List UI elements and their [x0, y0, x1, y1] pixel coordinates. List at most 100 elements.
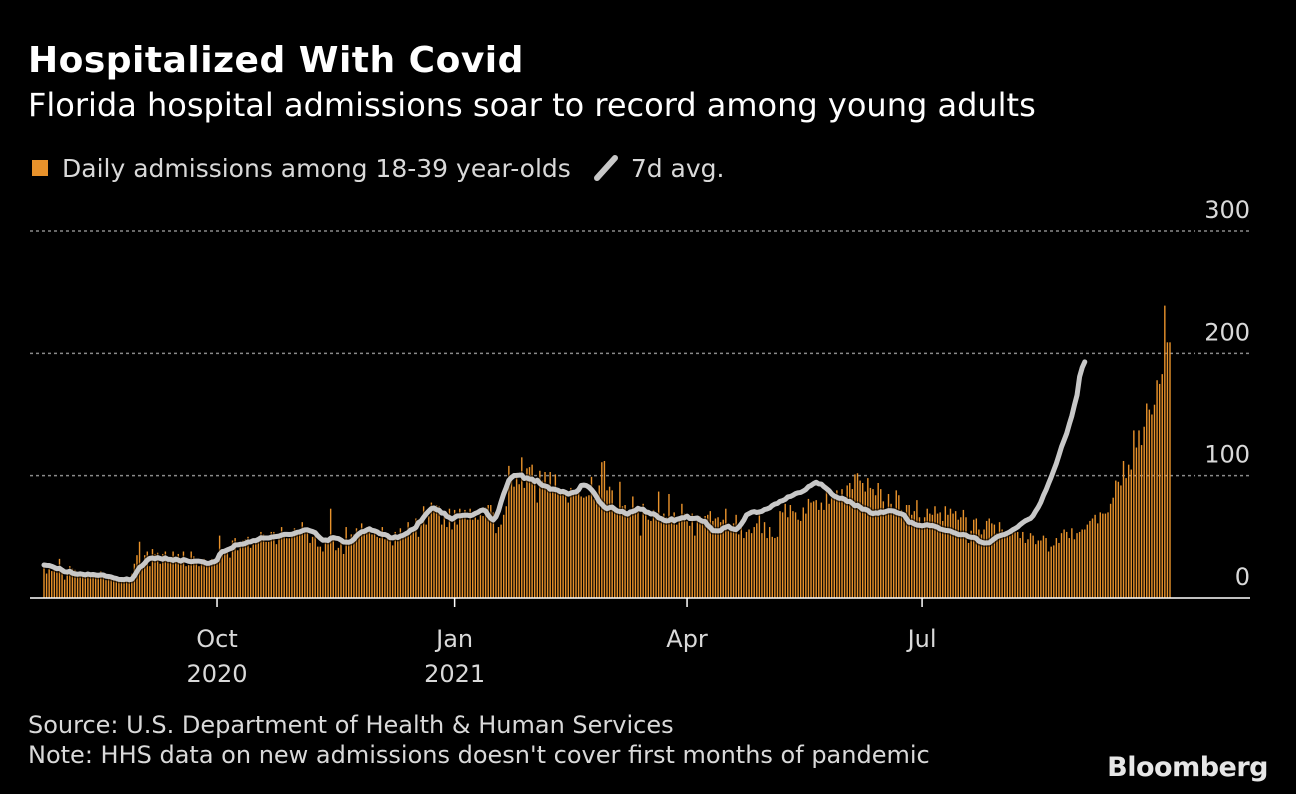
bar — [422, 506, 425, 598]
bar — [789, 505, 792, 598]
bar — [1104, 513, 1107, 598]
bar — [1117, 481, 1120, 598]
bar — [58, 558, 61, 598]
bar — [843, 500, 846, 598]
bar — [624, 505, 626, 598]
bar — [1120, 485, 1122, 598]
bar — [725, 508, 727, 598]
bar — [128, 580, 130, 598]
bar — [345, 527, 347, 598]
bar — [717, 517, 719, 598]
bar — [1076, 533, 1078, 598]
bar — [177, 553, 179, 598]
bar — [218, 535, 221, 598]
bar — [291, 534, 293, 598]
bar — [332, 535, 334, 598]
bar — [335, 550, 337, 598]
bar — [869, 487, 872, 598]
bar — [415, 518, 417, 598]
bar — [185, 566, 187, 598]
avg-line-outline — [40, 357, 1089, 584]
bar — [962, 509, 965, 598]
bar — [379, 538, 381, 598]
bar — [676, 524, 678, 598]
bar — [425, 524, 427, 598]
bar — [564, 492, 567, 598]
bar — [768, 527, 771, 598]
x-tick-label-jan: Jan — [434, 625, 473, 653]
bar — [477, 519, 479, 598]
bar — [306, 529, 309, 598]
bar — [797, 519, 799, 598]
bar — [508, 465, 510, 598]
bar — [559, 494, 562, 598]
bar — [913, 511, 916, 598]
bar — [1029, 533, 1032, 598]
bar — [317, 546, 319, 598]
bar — [376, 536, 378, 598]
bar — [182, 551, 185, 598]
bar — [368, 531, 371, 598]
bar — [1127, 464, 1130, 598]
bar — [531, 464, 533, 598]
bar — [453, 509, 456, 598]
bar — [781, 512, 784, 598]
bar — [1050, 546, 1052, 598]
bar — [164, 551, 167, 598]
bar — [1022, 531, 1024, 598]
bar — [838, 497, 841, 598]
bar — [1084, 529, 1086, 598]
bar — [348, 542, 350, 598]
bar — [1053, 545, 1055, 598]
bar — [701, 520, 704, 598]
bar — [350, 534, 353, 598]
bar — [200, 562, 203, 598]
bar — [973, 519, 975, 598]
bar — [373, 531, 376, 598]
bar — [211, 558, 213, 598]
bar — [918, 517, 921, 598]
bar — [771, 536, 773, 598]
bar — [745, 531, 748, 598]
bar — [634, 509, 637, 598]
bar — [1158, 383, 1161, 598]
bar — [753, 527, 755, 598]
bar — [459, 508, 461, 598]
bar — [394, 531, 396, 598]
bar — [1164, 305, 1166, 598]
bar — [761, 533, 763, 598]
bar — [311, 536, 314, 598]
bar — [763, 522, 766, 598]
bar — [314, 533, 316, 598]
bar — [880, 489, 882, 598]
bar — [1024, 542, 1027, 598]
bar — [381, 527, 384, 598]
bar — [113, 578, 115, 598]
bar — [528, 467, 531, 598]
bar — [657, 491, 660, 598]
bar — [110, 575, 112, 598]
bar — [265, 541, 267, 598]
bar — [707, 514, 709, 598]
bar — [363, 529, 365, 598]
bar — [353, 534, 355, 598]
bar — [397, 540, 399, 598]
axis-layer — [30, 597, 1250, 607]
bar — [861, 483, 864, 598]
bar — [229, 557, 231, 598]
bar — [978, 529, 980, 598]
bar — [1153, 404, 1156, 598]
bar — [647, 519, 650, 598]
bar — [965, 517, 967, 598]
bar — [438, 506, 440, 598]
bar — [603, 460, 606, 598]
bar — [319, 546, 322, 598]
bar — [159, 563, 161, 598]
bar — [162, 553, 164, 598]
bar — [92, 572, 94, 598]
bar — [433, 507, 435, 598]
bar — [479, 514, 482, 598]
bar — [830, 497, 833, 598]
bar — [954, 511, 957, 598]
bar — [216, 558, 218, 598]
